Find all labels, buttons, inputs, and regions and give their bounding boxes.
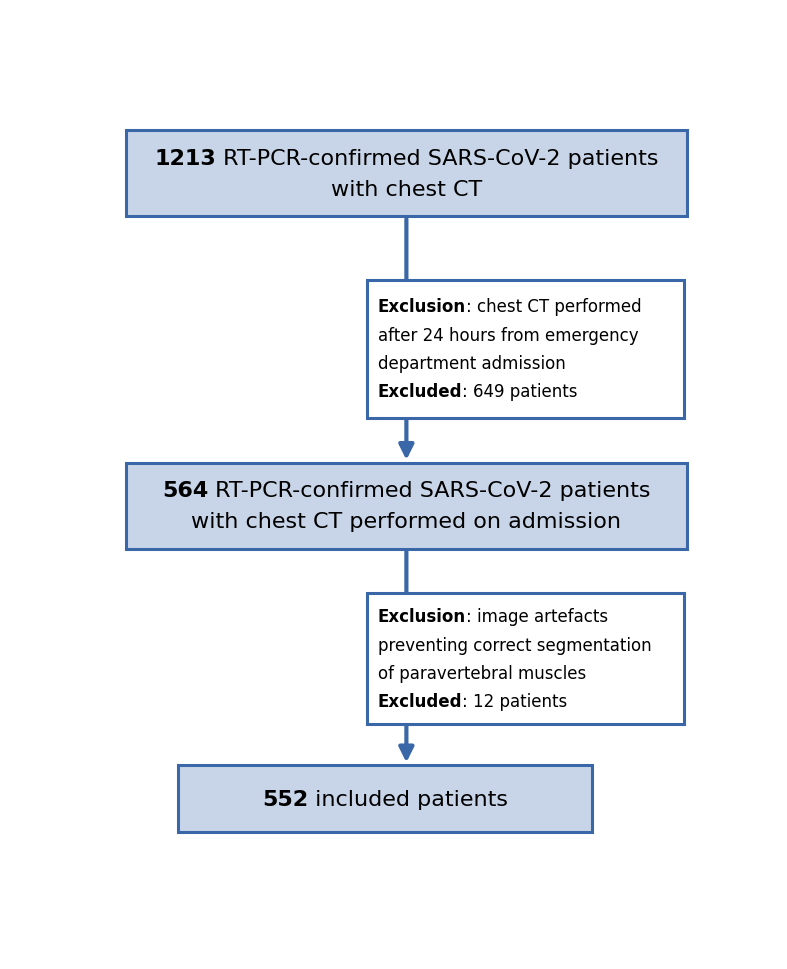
Text: Excluded: Excluded: [378, 383, 462, 401]
Text: Exclusion: Exclusion: [378, 297, 466, 316]
Text: Exclusion: Exclusion: [378, 608, 466, 626]
Bar: [178, 766, 593, 832]
Bar: [126, 131, 687, 217]
Text: RT-PCR-confirmed SARS-CoV-2 patients: RT-PCR-confirmed SARS-CoV-2 patients: [216, 148, 659, 169]
Bar: [126, 463, 687, 549]
Text: department admission: department admission: [378, 355, 566, 373]
Text: of paravertebral muscles: of paravertebral muscles: [378, 665, 586, 682]
Text: after 24 hours from emergency: after 24 hours from emergency: [378, 327, 638, 344]
Text: with chest CT: with chest CT: [331, 180, 482, 200]
Text: included patients: included patients: [308, 789, 508, 809]
Text: : 649 patients: : 649 patients: [462, 383, 578, 401]
Text: : chest CT performed: : chest CT performed: [466, 297, 641, 316]
Text: preventing correct segmentation: preventing correct segmentation: [378, 636, 652, 654]
Bar: [367, 594, 684, 725]
Text: : 12 patients: : 12 patients: [462, 693, 567, 710]
Text: : image artefacts: : image artefacts: [466, 608, 608, 626]
Text: 564: 564: [162, 481, 209, 500]
Text: Excluded: Excluded: [378, 693, 462, 710]
Text: RT-PCR-confirmed SARS-CoV-2 patients: RT-PCR-confirmed SARS-CoV-2 patients: [209, 481, 651, 500]
Text: 1213: 1213: [154, 148, 216, 169]
Text: with chest CT performed on admission: with chest CT performed on admission: [191, 512, 622, 532]
Text: 552: 552: [262, 789, 308, 809]
Bar: [367, 280, 684, 419]
